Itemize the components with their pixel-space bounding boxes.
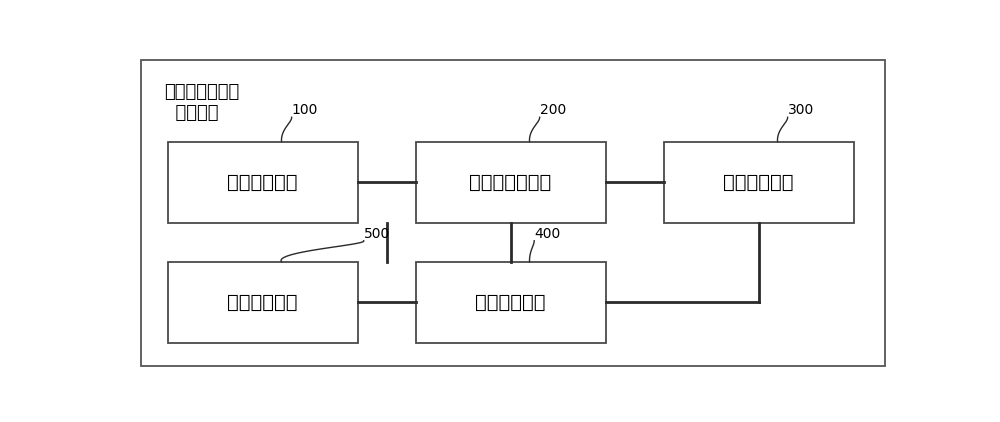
Text: 恒流供水模块: 恒流供水模块 [227, 173, 298, 192]
Bar [168, 142, 358, 223]
Text: 500: 500 [364, 227, 390, 241]
Text: 土壤存储模块: 土壤存储模块 [723, 173, 794, 192]
Text: 100: 100 [292, 103, 318, 117]
Text: 图像获取模块: 图像获取模块 [475, 293, 546, 312]
Text: 200: 200 [540, 103, 566, 117]
Text: 线性源分布模块: 线性源分布模块 [469, 173, 552, 192]
Text: 土壤饱和导水率
  测量系统: 土壤饱和导水率 测量系统 [164, 83, 239, 122]
Text: 300: 300 [788, 103, 814, 117]
Text: 400: 400 [534, 227, 560, 241]
Bar [416, 142, 606, 223]
Bar [664, 142, 854, 223]
Text: 数据处理模块: 数据处理模块 [227, 293, 298, 312]
Bar [168, 262, 358, 343]
Bar [416, 262, 606, 343]
